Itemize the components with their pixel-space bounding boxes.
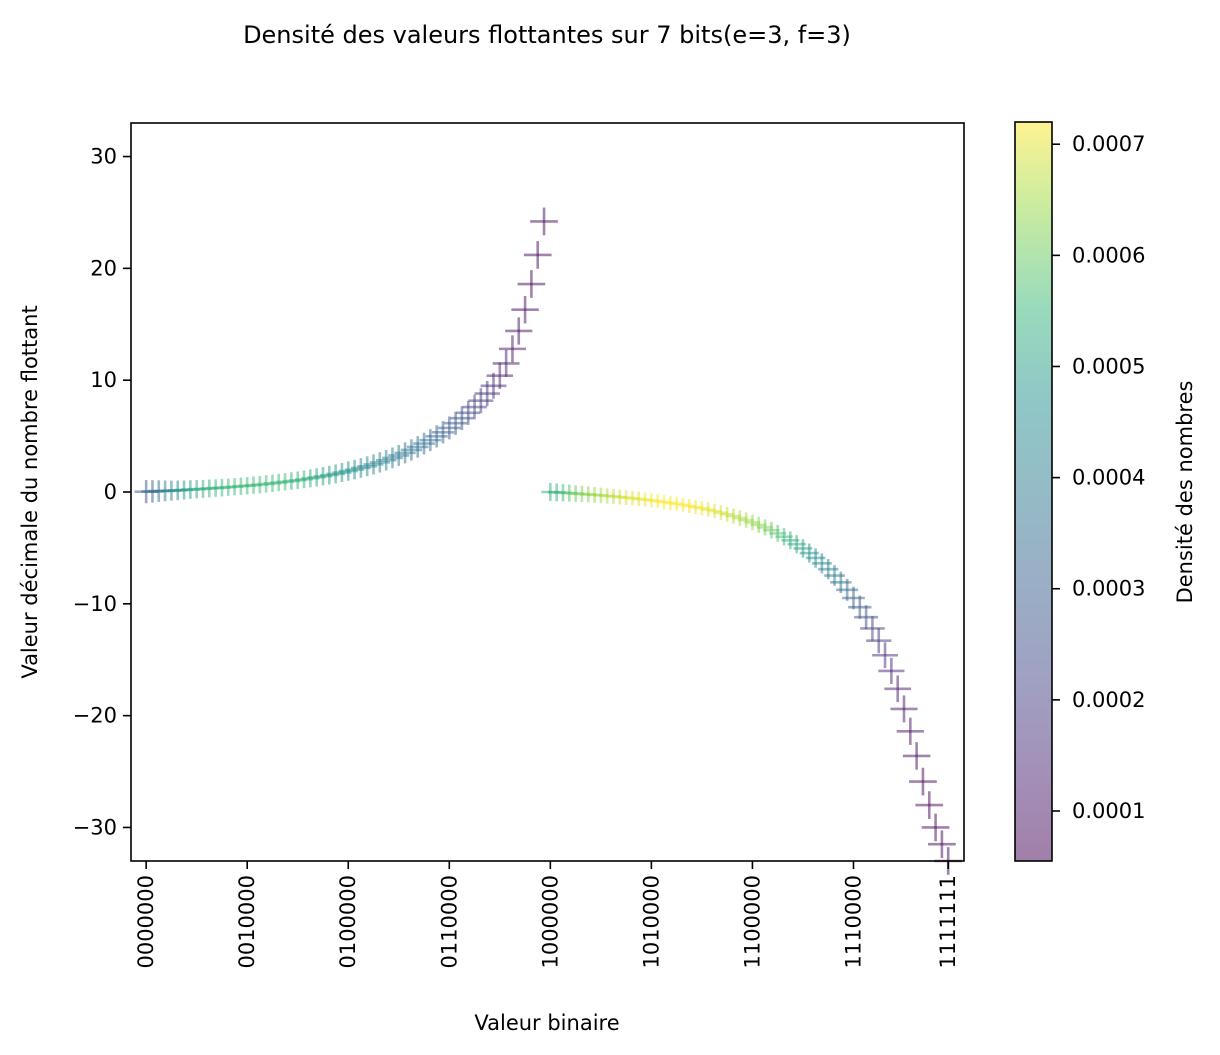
plot-marks [134,207,963,875]
x-tick-label: 0010000 [235,875,259,969]
data-point [921,813,950,842]
data-point [854,605,879,630]
data-point [450,406,474,431]
data-point [480,372,507,399]
colorbar-ticks: 0.0001 0.0002 0.0003 0.0004 0.0005 0.0006 0.00… [1052,132,1145,823]
data-point [492,349,520,377]
data-point [707,503,722,519]
data-point [511,295,539,324]
x-tick-label: 0110000 [437,875,461,969]
data-point [498,335,526,363]
data-point [872,642,898,669]
data-point [505,317,533,345]
data-point [890,695,918,723]
data-point [902,742,931,770]
data-point [848,595,872,619]
x-axis-label: Valeur binaire [474,1011,619,1035]
x-tick-label: 0000000 [134,875,158,969]
data-point [909,767,937,796]
y-axis-label: Valeur décimale du nombre flottant [18,305,42,678]
data-point [523,241,552,269]
data-point [486,362,514,389]
colorbar-label: Densité des nombres [1173,381,1197,604]
y-tick-label: 10 [90,368,117,392]
x-tick-label: 1111111 [936,875,960,969]
x-tick-label: 1110000 [841,875,865,969]
colorbar-tick-label: 0.0002 [1072,688,1145,712]
colorbar-tick-label: 0.0001 [1072,799,1145,823]
data-point [719,506,735,522]
data-point [468,388,494,414]
x-tick-label: 0100000 [336,875,360,969]
data-point [517,270,546,298]
data-point [866,628,892,654]
data-point [713,505,729,521]
colorbar-tick-label: 0.0007 [1072,132,1145,156]
x-tick-label: 1000000 [538,875,562,969]
data-point [860,616,885,641]
data-point [443,411,468,435]
y-tick-label: 0 [104,480,117,504]
x-tick-label: 1010000 [639,875,663,969]
chart-title: Densité des valeurs flottantes sur 7 bit… [243,21,851,49]
y-tick-label: −20 [73,704,117,728]
y-tick-label: 20 [90,256,117,280]
x-tick-label: 1100000 [740,875,764,969]
y-tick-label: −30 [73,815,117,839]
data-point [530,207,558,236]
y-tick-label: 30 [90,145,117,169]
colorbar-tick-label: 0.0005 [1072,354,1145,378]
data-point [694,501,710,516]
colorbar-tick-label: 0.0003 [1072,577,1145,601]
colorbar-tick-label: 0.0004 [1072,466,1145,490]
data-point [884,675,912,703]
data-point [928,830,956,859]
y-tick-label: −10 [73,592,117,616]
colorbar-frame [1014,121,1053,862]
data-point [878,657,905,685]
colorbar [1015,122,1052,861]
data-point [915,791,944,819]
colorbar-tick-label: 0.0006 [1072,243,1145,267]
x-axis: 0000000 0010000 0100000 0110000 1000000 10100… [134,861,960,969]
data-point [896,717,924,745]
data-point [701,502,716,517]
data-point [456,400,481,425]
y-axis: −30 −20 −10 0 10 20 30 [73,145,131,839]
data-point [462,394,487,420]
